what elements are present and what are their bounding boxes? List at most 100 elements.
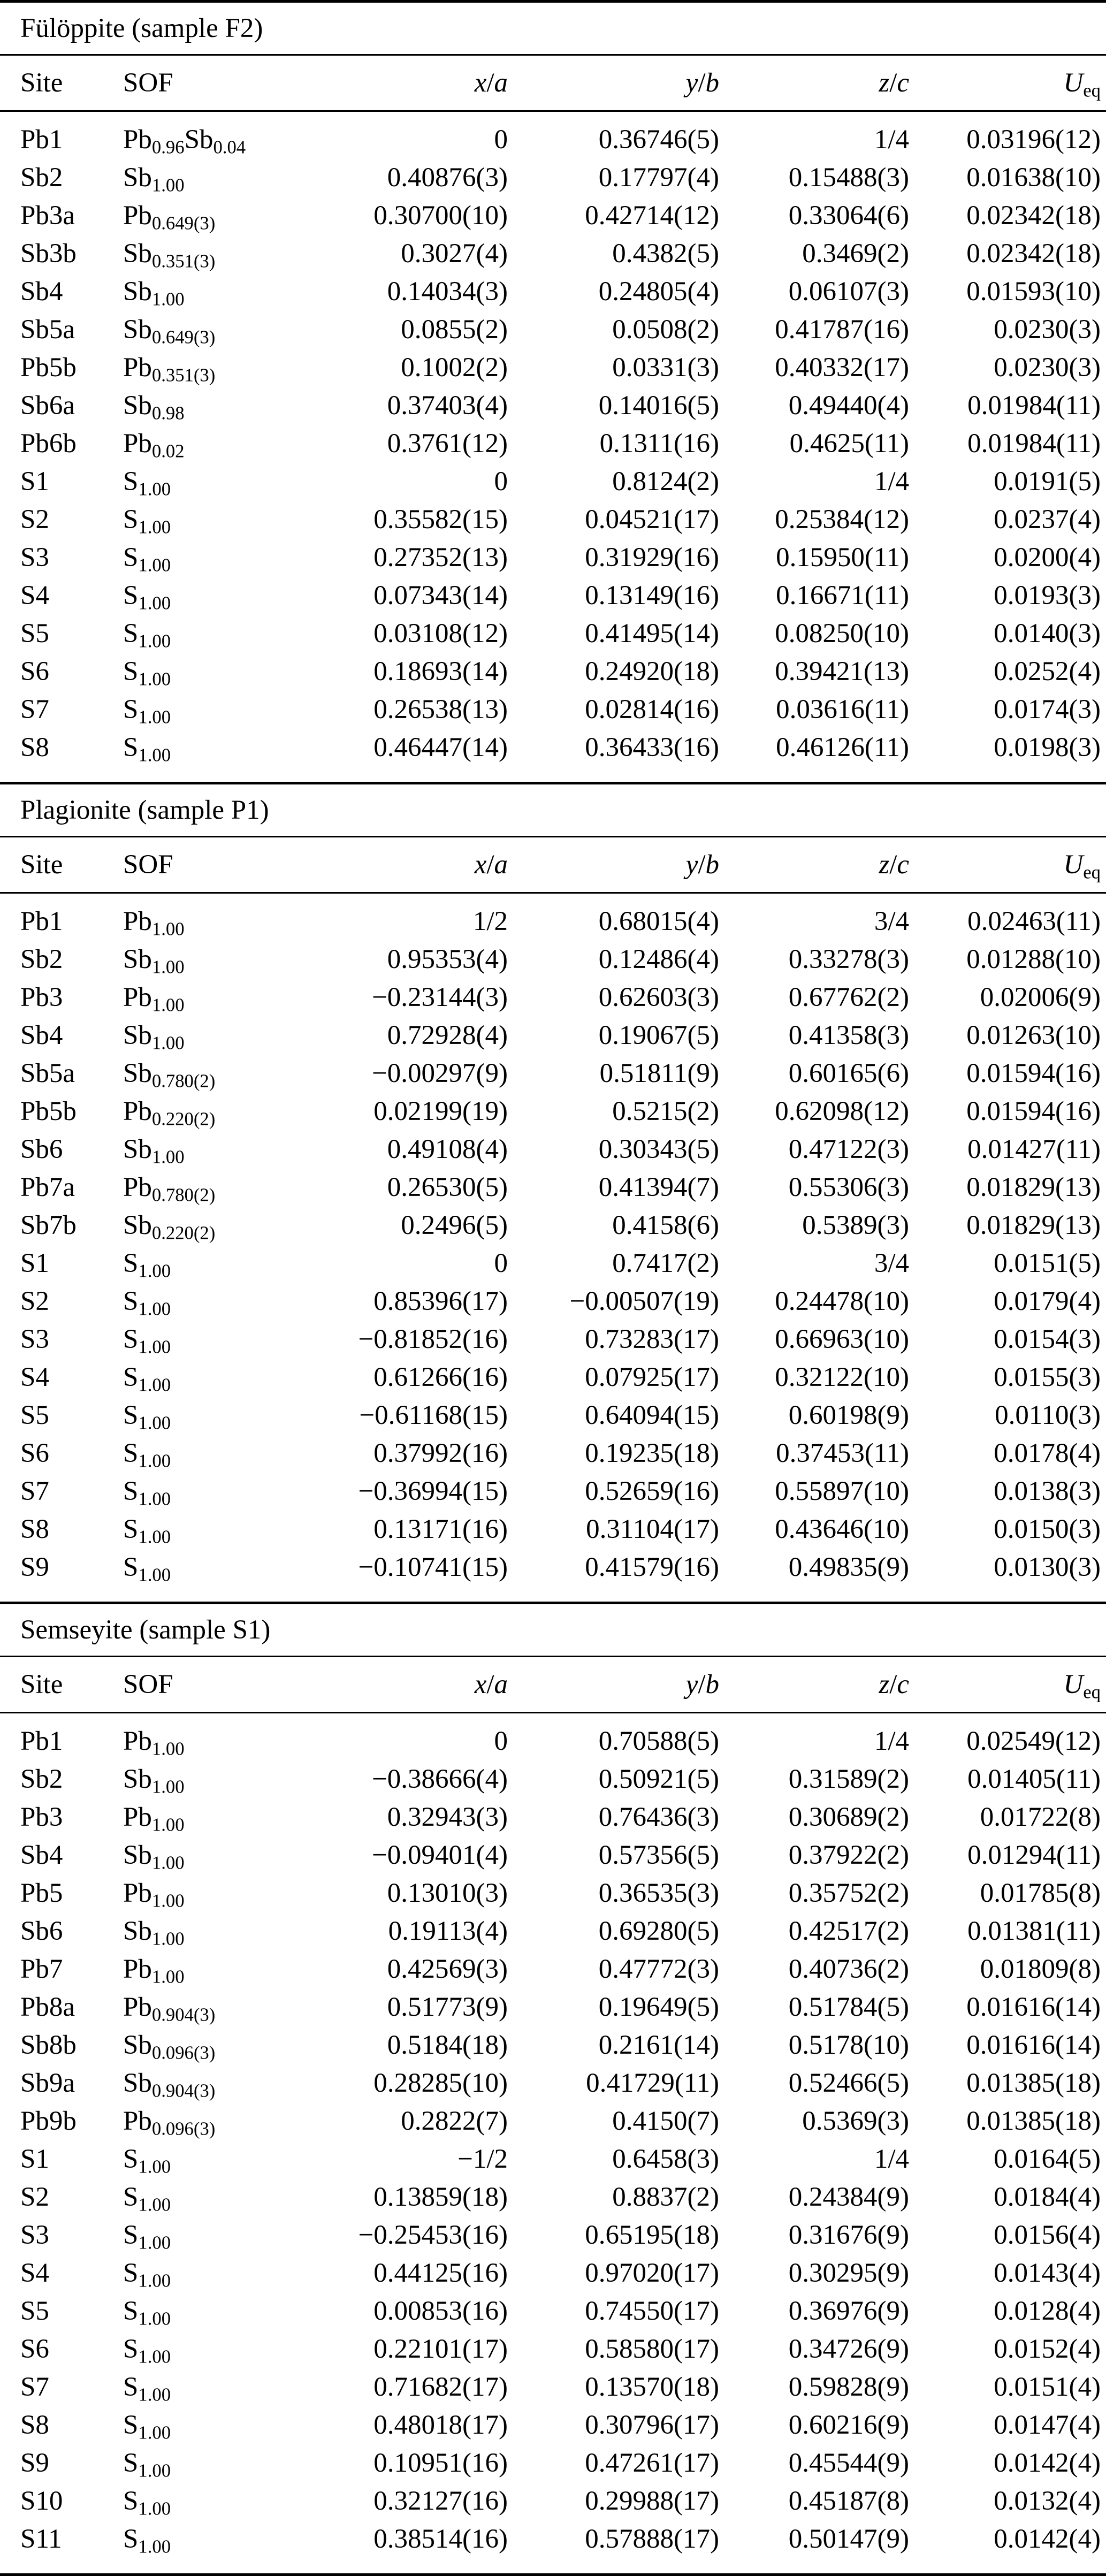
site-cell: Pb1: [20, 1726, 63, 1756]
yb-cell: 0.52659(16): [585, 1476, 719, 1506]
sof-cell: Pb0.96Sb0.04: [123, 125, 246, 158]
xa-cell: 0.13171(16): [373, 1514, 508, 1544]
yb-cell: 0.17797(4): [598, 163, 719, 193]
xa-cell: 0.0855(2): [401, 315, 508, 345]
table-row: Pb5b Pb0.220(2) 0.02199(19) 0.5215(2) 0.6209…: [0, 1093, 1106, 1131]
ueq-cell: 0.0193(3): [994, 581, 1101, 611]
sof-cell: S1.00: [123, 1362, 171, 1396]
ueq-cell: 0.0237(4): [994, 505, 1101, 535]
site-cell: Sb6: [20, 1134, 63, 1164]
table-row: S3 S1.00 0.27352(13) 0.31929(16) 0.15950(11)…: [0, 539, 1106, 577]
table-row: S4 S1.00 0.44125(16) 0.97020(17) 0.30295(9) 0…: [0, 2254, 1106, 2292]
zc-cell: 0.62098(12): [775, 1096, 909, 1126]
ueq-cell: 0.0191(5): [994, 467, 1101, 497]
table-row: Sb4 Sb1.00 −0.09401(4) 0.57356(5) 0.37922(2)…: [0, 1836, 1106, 1874]
site-cell: S8: [20, 1514, 49, 1544]
ueq-cell: 0.01829(13): [966, 1172, 1101, 1202]
site-cell: S8: [20, 733, 49, 763]
table-row: S9 S1.00 0.10951(16) 0.47261(17) 0.45544(9) 0…: [0, 2444, 1106, 2482]
section-top-rule: [0, 782, 1106, 784]
sof-cell: Pb1.00: [123, 1878, 185, 1911]
sof-cell: Pb0.780(2): [123, 1172, 216, 1206]
ueq-cell: 0.0142(4): [994, 2448, 1101, 2478]
zc-cell: 0.60198(9): [788, 1400, 909, 1430]
table-row: Sb7b Sb0.220(2) 0.2496(5) 0.4158(6) 0.5389(3…: [0, 1207, 1106, 1245]
site-cell: Sb2: [20, 163, 63, 193]
ueq-cell: 0.01288(10): [966, 944, 1101, 974]
yb-cell: 0.68015(4): [598, 906, 719, 936]
sof-cell: S1.00: [123, 2372, 171, 2405]
sof-cell: S1.00: [123, 2524, 171, 2557]
zc-cell: 0.33278(3): [788, 944, 909, 974]
xa-cell: 1/2: [472, 906, 508, 936]
zc-cell: 0.39421(13): [775, 657, 909, 687]
site-cell: S8: [20, 2410, 49, 2440]
site-cell: Sb4: [20, 1840, 63, 1870]
yb-cell: 0.4158(6): [612, 1210, 719, 1240]
zc-cell: 0.55306(3): [788, 1172, 909, 1202]
section-title: Plagionite (sample P1): [20, 795, 269, 825]
section-plagionite: Plagionite (sample P1) Site SOF x/a y/b z/c U…: [0, 782, 1106, 1602]
site-cell: Pb8a: [20, 1992, 75, 2022]
sof-cell: Pb1.00: [123, 1802, 185, 1835]
xa-cell: 0.61266(16): [373, 1362, 508, 1392]
ueq-cell: 0.02006(9): [980, 982, 1101, 1012]
xa-cell: 0.35582(15): [373, 505, 508, 535]
site-cell: Pb6b: [20, 429, 77, 459]
xa-cell: 0.28285(10): [373, 2068, 508, 2098]
yb-cell: 0.8124(2): [612, 467, 719, 497]
site-cell: Pb7a: [20, 1172, 75, 1202]
ueq-cell: 0.0130(3): [994, 1552, 1101, 1582]
zc-cell: 1/4: [874, 1726, 909, 1756]
site-cell: S1: [20, 2144, 49, 2174]
sof-cell: S1.00: [123, 1400, 171, 1434]
xa-cell: 0: [494, 125, 508, 155]
ueq-cell: 0.01385(18): [966, 2106, 1101, 2136]
site-cell: S9: [20, 1552, 49, 1582]
table-bottom-rule: [0, 2573, 1106, 2576]
site-cell: Pb9b: [20, 2106, 77, 2136]
xa-cell: 0.3761(12): [387, 429, 508, 459]
site-cell: Pb3: [20, 982, 63, 1012]
ueq-cell: 0.0138(3): [994, 1476, 1101, 1506]
site-cell: Pb1: [20, 906, 63, 936]
sof-cell: S1.00: [123, 581, 171, 614]
yb-cell: 0.6458(3): [612, 2144, 719, 2174]
xa-cell: 0.03108(12): [373, 619, 508, 649]
yb-cell: 0.4382(5): [612, 239, 719, 269]
zc-cell: 0.45544(9): [788, 2448, 909, 2478]
zc-cell: 0.15950(11): [776, 543, 909, 573]
site-cell: S10: [20, 2486, 63, 2516]
xa-cell: 0.26530(5): [387, 1172, 508, 1202]
table-row: S5 S1.00 0.00853(16) 0.74550(17) 0.36976(9) 0…: [0, 2292, 1106, 2330]
column-header-yb: y/b: [508, 1657, 720, 1713]
yb-cell: 0.64094(15): [585, 1400, 719, 1430]
table-row: Pb6b Pb0.02 0.3761(12) 0.1311(16) 0.4625(11)…: [0, 425, 1106, 463]
zc-cell: 3/4: [874, 1248, 909, 1278]
zc-cell: 0.43646(10): [775, 1514, 909, 1544]
header-row: Site SOF x/a y/b z/c Ueq: [0, 56, 1106, 112]
sof-cell: S1.00: [123, 2296, 171, 2329]
xa-cell: 0.42569(3): [387, 1954, 508, 1984]
column-header-ueq: Ueq: [910, 56, 1106, 112]
xa-cell: 0.37992(16): [373, 1438, 508, 1468]
header-row: Site SOF x/a y/b z/c Ueq: [0, 837, 1106, 894]
table-row: S6 S1.00 0.18693(14) 0.24920(18) 0.39421(13)…: [0, 653, 1106, 691]
ueq-cell: 0.01616(14): [966, 1992, 1101, 2022]
xa-cell: −0.23144(3): [372, 982, 508, 1012]
yb-cell: 0.8837(2): [612, 2182, 719, 2212]
ueq-cell: 0.0184(4): [994, 2182, 1101, 2212]
yb-cell: 0.7417(2): [612, 1248, 719, 1278]
yb-cell: 0.31929(16): [585, 543, 719, 573]
table-row: S10 S1.00 0.32127(16) 0.29988(17) 0.45187(8)…: [0, 2482, 1106, 2520]
sof-cell: Pb0.351(3): [123, 353, 216, 386]
zc-cell: 0.34726(9): [788, 2334, 909, 2364]
zc-cell: 0.45187(8): [788, 2486, 909, 2516]
column-header-sof: SOF: [107, 1657, 326, 1713]
zc-cell: 1/4: [874, 467, 909, 497]
column-header-yb: y/b: [508, 837, 720, 894]
site-cell: S7: [20, 2372, 49, 2402]
column-header-site: Site: [0, 837, 107, 894]
column-header-xa: x/a: [326, 56, 508, 112]
section-title: Semseyite (sample S1): [20, 1615, 271, 1645]
